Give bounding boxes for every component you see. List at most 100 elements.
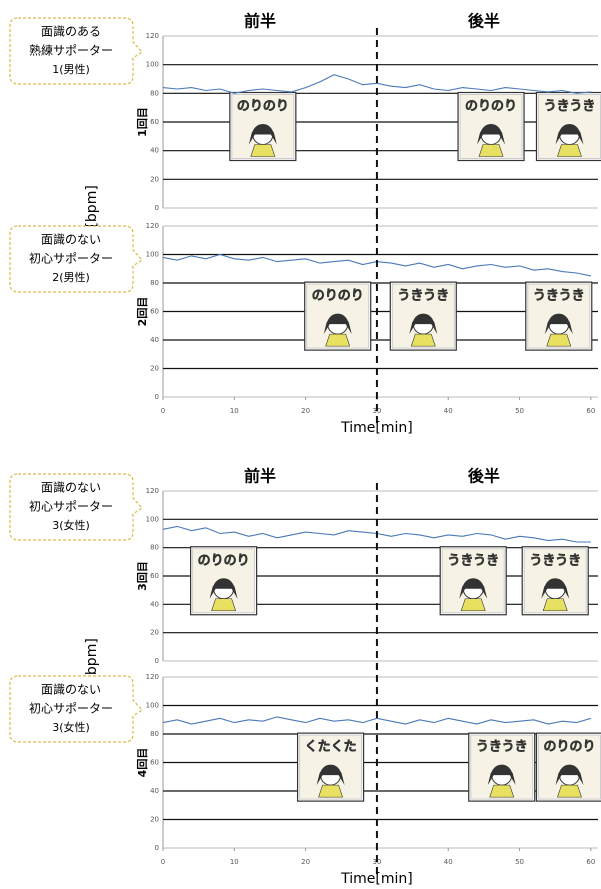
- y-tick-label: 120: [146, 487, 159, 495]
- x-axis-label: Time[min]: [340, 420, 413, 436]
- y-tick-label: 60: [150, 759, 159, 767]
- sticker-hair: [477, 124, 506, 145]
- sticker-label: うきうき: [544, 99, 596, 114]
- y-tick-label: 40: [150, 336, 159, 344]
- x-tick-label: 40: [444, 407, 453, 415]
- sticker: うきうき: [525, 281, 593, 351]
- y-tick-label: 40: [150, 147, 159, 155]
- x-tick-label: 60: [586, 858, 595, 866]
- callout-bubble: [9, 17, 143, 85]
- sticker-hair: [323, 314, 352, 335]
- header-left: 前半: [244, 12, 276, 31]
- y-tick-label: 40: [150, 600, 159, 608]
- row-label: 3回目: [135, 561, 149, 591]
- x-tick-label: 10: [230, 407, 239, 415]
- sticker-hair: [316, 765, 345, 786]
- y-tick-label: 60: [150, 118, 159, 126]
- y-tick-label: 100: [146, 251, 159, 259]
- sticker-label: うきうき: [447, 553, 499, 568]
- callout-text: 熟練サポーター: [29, 43, 113, 58]
- sticker-body: [250, 144, 276, 157]
- sticker-body: [489, 784, 515, 798]
- x-tick-label: 0: [161, 407, 165, 415]
- y-tick-label: 80: [150, 730, 159, 738]
- callout-text: 2(男性): [52, 270, 90, 284]
- y-tick-label: 100: [146, 702, 159, 710]
- x-tick-label: 50: [515, 858, 524, 866]
- callout-text: 面識のない: [41, 233, 101, 247]
- sticker-label: のりのり: [237, 99, 289, 114]
- sticker-hair: [541, 578, 570, 599]
- sticker-body: [410, 333, 436, 347]
- callout-bubble: [9, 225, 143, 293]
- sticker-body: [478, 144, 504, 157]
- sticker-hair: [555, 765, 584, 786]
- sticker-label: のりのり: [198, 553, 250, 568]
- y-tick-label: 60: [150, 572, 159, 580]
- y-tick-label: 120: [146, 32, 159, 40]
- sticker: のりのり: [304, 281, 372, 351]
- header-right: 後半: [468, 467, 500, 486]
- sticker-body: [557, 144, 582, 157]
- sticker-label: のりのり: [465, 99, 517, 114]
- y-tick-label: 100: [146, 515, 159, 523]
- sticker-hair: [544, 314, 573, 335]
- sticker-body: [546, 333, 572, 347]
- callout-text: 面識のない: [41, 683, 101, 697]
- sticker-label: うきうき: [476, 740, 528, 755]
- x-tick-label: 20: [301, 407, 310, 415]
- sticker-body: [460, 598, 486, 612]
- sticker-body: [557, 784, 582, 798]
- sticker-body: [318, 784, 343, 798]
- sticker-hair: [248, 124, 277, 145]
- sticker-label: くたくた: [305, 740, 357, 755]
- y-tick-label: 120: [146, 673, 159, 681]
- sticker: のりのり: [190, 546, 258, 616]
- sticker: のりのり: [457, 91, 525, 162]
- sticker-label: のりのり: [543, 740, 595, 755]
- sticker: うきうき: [439, 546, 507, 616]
- callout-text: 初心サポーター: [29, 702, 113, 716]
- hr-line: [162, 74, 591, 94]
- y-tick-label: 20: [150, 816, 159, 824]
- x-tick-label: 40: [444, 858, 453, 866]
- sticker-label: うきうき: [533, 289, 585, 304]
- sticker: うきうき: [521, 546, 589, 616]
- callout-text: 面識のない: [41, 481, 101, 495]
- y-tick-label: 80: [150, 544, 159, 552]
- sticker-body: [325, 333, 351, 347]
- header-left: 前半: [244, 467, 276, 486]
- y-tick-label: 0: [155, 204, 159, 212]
- callout-text: 初心サポーター: [29, 252, 113, 266]
- y-tick-label: 120: [146, 222, 159, 230]
- callout-text: 面識のある: [41, 25, 101, 39]
- y-tick-label: 0: [155, 657, 159, 665]
- header-right: 後半: [468, 12, 500, 31]
- y-tick-label: 40: [150, 787, 159, 795]
- sticker: うきうき: [389, 281, 457, 351]
- sticker-hair: [409, 314, 438, 335]
- sticker: のりのり: [535, 732, 601, 802]
- callout-bubble: [9, 675, 143, 743]
- x-tick-label: 60: [586, 407, 595, 415]
- sticker: のりのり: [229, 91, 297, 162]
- sticker-body: [211, 598, 237, 612]
- x-axis-label: Time[min]: [340, 871, 413, 887]
- hr-line: [162, 716, 592, 725]
- sticker-hair: [555, 124, 584, 145]
- y-tick-label: 60: [150, 308, 159, 316]
- callout-text: 1(男性): [52, 62, 90, 76]
- callout-bubble: [9, 473, 143, 541]
- sticker: うきうき: [468, 732, 536, 802]
- row-label: 1回目: [135, 107, 149, 137]
- y-tick-label: 80: [150, 279, 159, 287]
- sticker-hair: [459, 578, 488, 599]
- x-tick-label: 0: [161, 858, 165, 866]
- sticker-label: のりのり: [312, 289, 364, 304]
- sticker-hair: [487, 765, 516, 786]
- y-tick-label: 20: [150, 365, 159, 373]
- callout-text: 3(女性): [52, 720, 90, 734]
- callout-text: 初心サポーター: [29, 500, 113, 514]
- y-tick-label: 0: [155, 393, 159, 401]
